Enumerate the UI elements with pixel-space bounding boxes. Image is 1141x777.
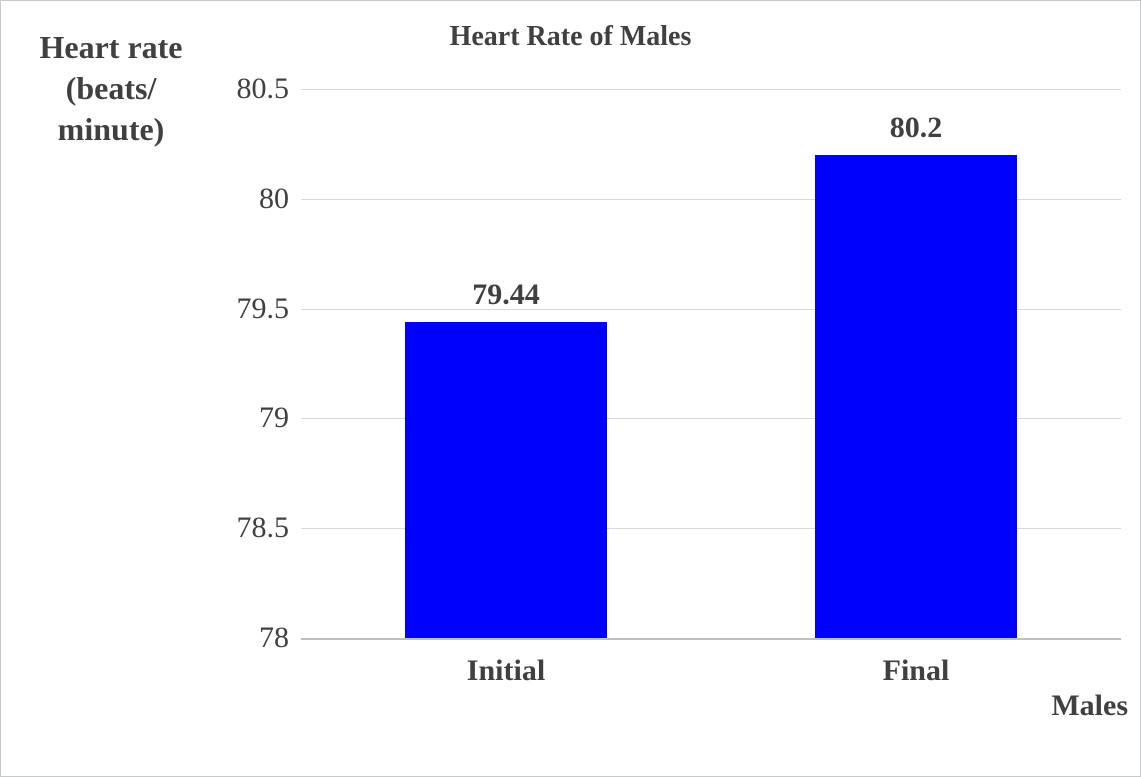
y-tick-label: 79.5 xyxy=(236,291,290,325)
gridline xyxy=(301,198,1121,200)
y-tick-label: 80.5 xyxy=(236,72,290,105)
bar-initial xyxy=(405,321,607,638)
y-axis-title: Heart rate (beats/ minute) xyxy=(11,27,211,150)
bar-final xyxy=(815,154,1017,638)
gridline xyxy=(301,418,1121,420)
data-label-initial: 79.44 xyxy=(472,277,540,311)
chart-title: Heart Rate of Males xyxy=(449,21,692,52)
y-axis-ticks: 78 78.5 79 79.5 80 80.5 xyxy=(161,72,290,654)
gridline xyxy=(301,89,1121,90)
y-tick-label: 78.5 xyxy=(236,511,290,545)
y-axis-title-line-3: minute) xyxy=(57,111,165,147)
x-axis-categories: Initial Final xyxy=(301,640,1121,700)
category-label-initial: Initial xyxy=(466,654,546,687)
y-axis-title-line-1: Heart rate xyxy=(39,29,183,65)
data-label-final: 80.2 xyxy=(889,110,943,144)
y-tick-label: 80 xyxy=(259,181,289,215)
gridline xyxy=(301,528,1121,530)
category-label-final: Final xyxy=(882,654,950,687)
y-axis-title-line-2: (beats/ xyxy=(65,70,157,106)
y-tick-label: 79 xyxy=(259,401,289,435)
x-axis-title: Males xyxy=(1051,689,1128,722)
gridline xyxy=(301,308,1121,310)
y-tick-label: 78 xyxy=(259,621,289,654)
plot-area: 79.44 80.2 xyxy=(301,89,1121,640)
